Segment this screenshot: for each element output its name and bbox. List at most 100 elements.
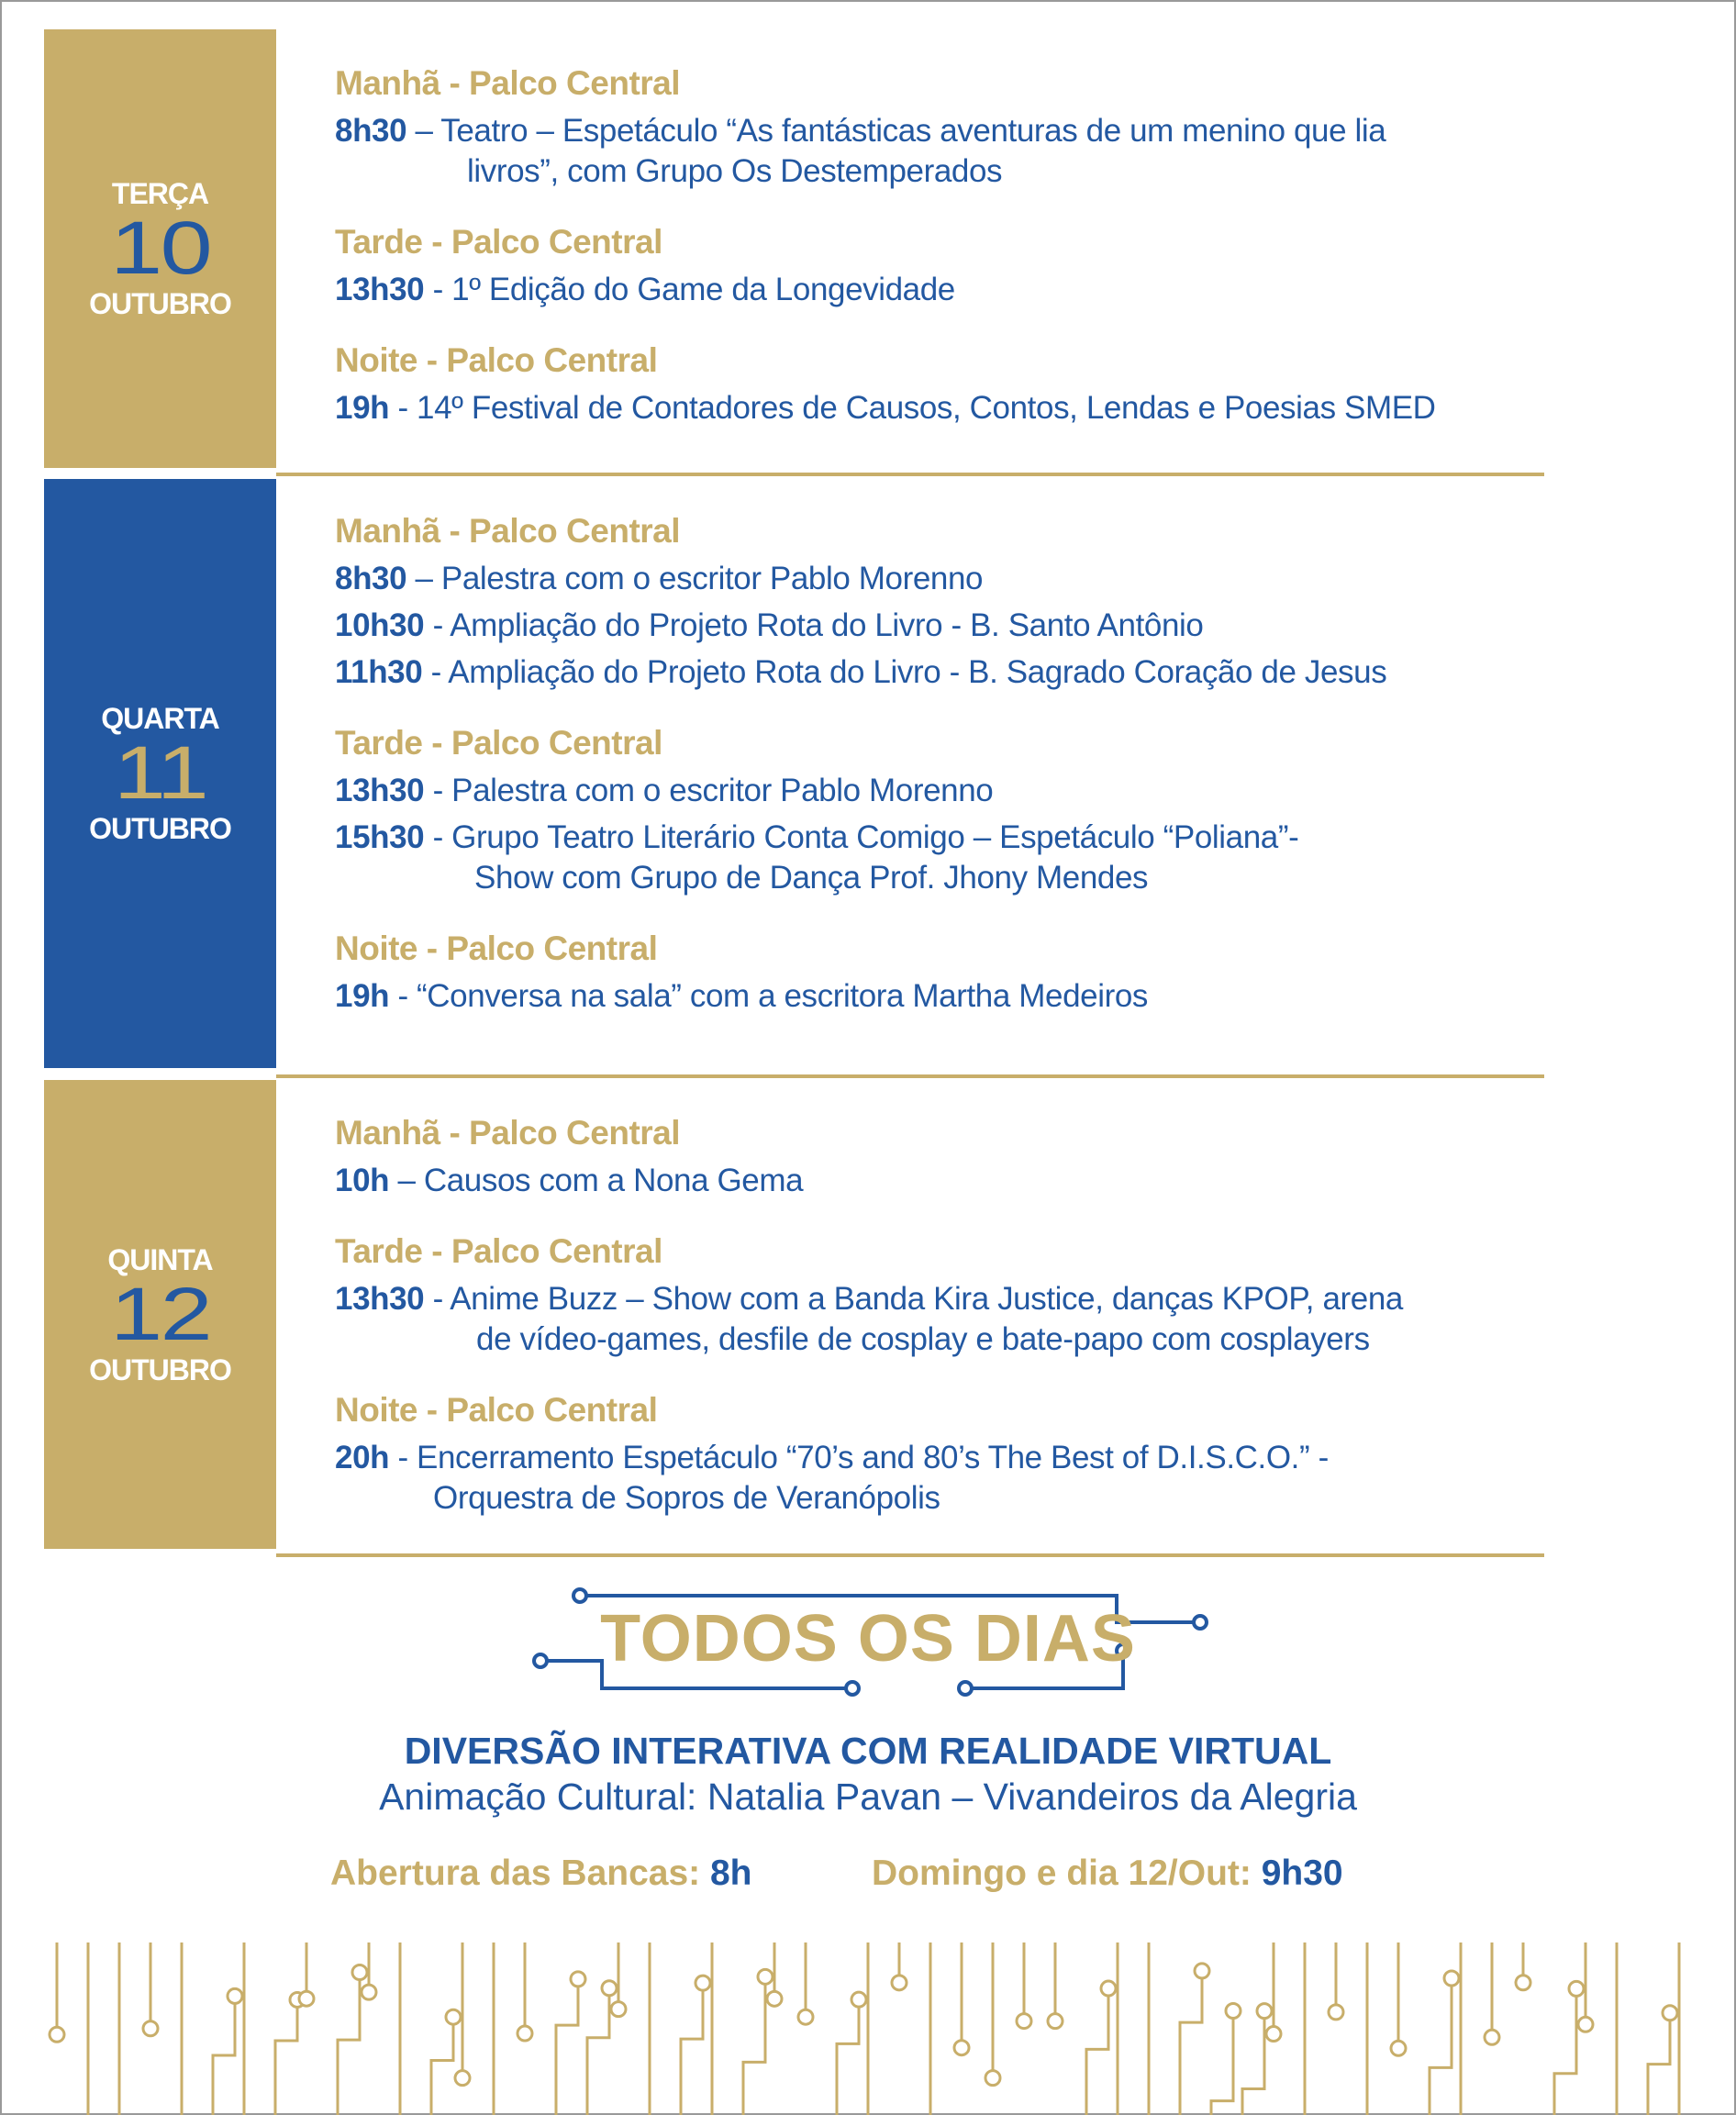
event-description-cont: Orquestra de Sopros de Veranópolis <box>433 1480 940 1516</box>
event-description: - Anime Buzz – Show com a Banda Kira Jus… <box>424 1281 1404 1317</box>
day-program: Manhã - Palco Central 8h30 – Teatro – Esp… <box>335 29 1545 429</box>
circuit-trace <box>211 2003 237 2115</box>
event: 13h30 - Anime Buzz – Show com a Banda Ki… <box>335 1279 1545 1360</box>
circuit-trace <box>273 2007 299 2115</box>
event: 19h - “Conversa na sala” com a escritora… <box>335 976 1545 1017</box>
circuit-node <box>516 2024 534 2043</box>
session-heading: Manhã - Palco Central <box>335 1114 681 1152</box>
session: Noite - Palco Central 20h - Encerramento … <box>335 1389 1545 1519</box>
circuit-node <box>444 2008 462 2026</box>
circuit-node <box>850 1990 868 2009</box>
event-description-cont: livros”, com Grupo Os Destemperados <box>467 153 1003 189</box>
month: OUTUBRO <box>89 1352 232 1386</box>
session: Noite - Palco Central 19h - “Conversa na … <box>335 928 1545 1017</box>
circuit-trace <box>973 1658 1125 1690</box>
circuit-node <box>765 1989 784 2008</box>
cultural-animation: Animação Cultural: Natalia Pavan – Vivan… <box>379 1775 1357 1818</box>
circuit-trace <box>548 1659 845 1690</box>
event-description: - Grupo Teatro Literário Conta Comigo – … <box>424 819 1299 855</box>
event-time: 20h <box>335 1440 390 1475</box>
weekday: TERÇA <box>111 177 209 210</box>
session: Manhã - Palco Central 8h30 – Teatro – Esp… <box>335 62 1545 192</box>
day-badge: TERÇA 10 OUTUBRO <box>44 29 276 468</box>
circuit-trace <box>835 2007 861 2115</box>
sunday-label: Domingo e dia 12/Out: <box>872 1853 1252 1893</box>
circuit-trace <box>1241 2018 1266 2115</box>
circuit-node <box>1389 2039 1408 2057</box>
circuit-node <box>756 1967 774 1986</box>
event-time: 13h30 <box>335 272 425 307</box>
session: Tarde - Palco Central 13h30 - Palestra co… <box>335 722 1545 898</box>
circuit-node <box>48 2025 66 2043</box>
circuit-node <box>1576 2015 1595 2033</box>
event-description-cont: Show com Grupo de Dança Prof. Jhony Mend… <box>474 860 1149 896</box>
day-block: QUARTA 11 OUTUBRO Manhã - Palco Central 8… <box>44 479 1545 1068</box>
event-description: - “Conversa na sala” com a escritora Mar… <box>389 978 1149 1014</box>
session: Manhã - Palco Central 8h30 – Palestra com… <box>335 510 1545 693</box>
session-heading: Tarde - Palco Central <box>335 223 662 261</box>
circuit-node <box>1046 2012 1064 2031</box>
circuit-trace <box>1085 1996 1110 2115</box>
day-number: 11 <box>113 731 209 815</box>
circuit-trace <box>1552 1996 1578 2115</box>
weekday: QUARTA <box>101 702 219 735</box>
opening-label: Abertura das Bancas: <box>330 1853 701 1893</box>
event-time: 11h30 <box>335 654 423 690</box>
circuit-node <box>1327 2003 1345 2021</box>
every-day-title: TODOS OS DIAS <box>600 1602 1136 1675</box>
event-time: 8h30 <box>335 113 407 149</box>
session: Manhã - Palco Central 10h – Causos com a … <box>335 1112 1545 1201</box>
circuit-node <box>351 1963 369 1981</box>
event-description: - Encerramento Espetáculo “70’s and 80’s… <box>389 1440 1329 1475</box>
circuit-node <box>1099 1979 1118 1998</box>
circuit-node <box>952 2039 971 2057</box>
circuit-node <box>141 2020 160 2038</box>
event-time: 10h30 <box>335 607 425 643</box>
opening-value: 8h <box>709 1853 752 1893</box>
day-program: Manhã - Palco Central 10h – Causos com a … <box>335 1080 1545 1519</box>
section-divider <box>276 1074 1544 1078</box>
opening-hours: Abertura das Bancas: 8h <box>330 1853 752 1894</box>
circuit-node <box>796 2008 815 2026</box>
circuit-trace <box>554 1986 580 2115</box>
circuit-node <box>360 1983 378 2001</box>
event-description: – Causos com a Nona Gema <box>389 1163 804 1198</box>
circuit-node <box>1514 1974 1532 1992</box>
circuit-trace <box>587 1594 1193 1624</box>
circuit-node <box>1264 2025 1283 2043</box>
vr-highlight: DIVERSÃO INTERATIVA COM REALIDADE VIRTUA… <box>404 1730 1332 1772</box>
day-badge: QUARTA 11 OUTUBRO <box>44 479 276 1068</box>
circuit-trace <box>429 2024 455 2115</box>
circuit-node <box>890 1974 908 1992</box>
section-divider <box>276 1553 1544 1557</box>
day-number: 10 <box>109 206 213 290</box>
circuit-node <box>1442 1969 1461 1987</box>
circuit-node <box>1255 2002 1274 2020</box>
sunday-hours: Domingo e dia 12/Out: 9h30 <box>872 1853 1343 1894</box>
circuit-node <box>1661 2004 1679 2022</box>
sunday-value: 9h30 <box>1261 1853 1343 1893</box>
circuit-trace <box>1646 2020 1672 2115</box>
circuit-trace <box>1178 1977 1204 2115</box>
circuit-trace <box>1428 1986 1453 2115</box>
session-heading: Noite - Palco Central <box>335 341 658 379</box>
event-time: 13h30 <box>335 773 425 808</box>
circuit-trace <box>585 1995 611 2115</box>
circuit-node <box>609 2000 628 2019</box>
day-number: 12 <box>109 1272 213 1356</box>
event: 11h30 - Ampliação do Projeto Rota do Liv… <box>335 652 1545 693</box>
session-heading: Tarde - Palco Central <box>335 1232 662 1270</box>
event-time: 13h30 <box>335 1281 425 1317</box>
circuit-node <box>1115 1642 1131 1659</box>
event-description: - 14º Festival de Contadores de Causos, … <box>389 390 1436 426</box>
event: 20h - Encerramento Espetáculo “70’s and … <box>335 1438 1545 1519</box>
section-divider <box>276 473 1544 476</box>
circuit-node <box>226 1987 244 2005</box>
event-description: – Teatro – Espetáculo “As fantásticas av… <box>406 113 1386 149</box>
session: Tarde - Palco Central 13h30 - 1º Edição d… <box>335 221 1545 310</box>
event: 10h – Causos com a Nona Gema <box>335 1161 1545 1201</box>
circuit-node <box>1192 1614 1208 1631</box>
circuit-node <box>453 2069 472 2087</box>
circuit-node <box>297 1989 316 2008</box>
